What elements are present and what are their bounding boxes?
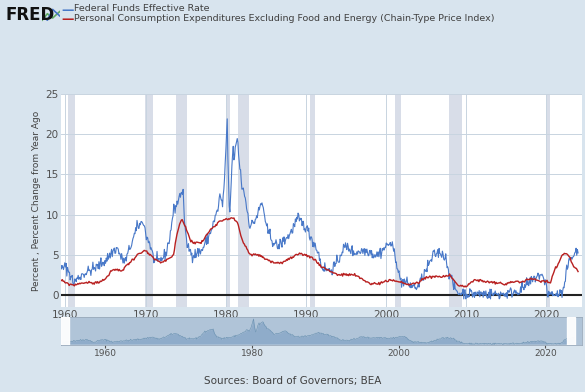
Bar — [309, 94, 315, 307]
Bar — [567, 317, 576, 345]
Bar — [395, 94, 401, 307]
Bar — [548, 94, 550, 307]
Text: Personal Consumption Expenditures Excluding Food and Energy (Chain-Type Price In: Personal Consumption Expenditures Exclud… — [74, 14, 495, 23]
Bar — [145, 94, 153, 307]
Bar — [449, 94, 462, 307]
Bar — [61, 317, 70, 345]
Bar — [176, 94, 187, 307]
Text: FRED: FRED — [6, 6, 55, 24]
Text: Federal Funds Effective Rate: Federal Funds Effective Rate — [74, 4, 210, 13]
Bar — [226, 94, 230, 307]
Y-axis label: Percent , Percent Change from Year Ago: Percent , Percent Change from Year Ago — [32, 111, 41, 290]
Text: —: — — [61, 4, 74, 17]
Text: Sources: Board of Governors; BEA: Sources: Board of Governors; BEA — [204, 376, 381, 386]
Bar — [238, 94, 249, 307]
Bar — [68, 94, 75, 307]
Text: —: — — [61, 13, 74, 26]
